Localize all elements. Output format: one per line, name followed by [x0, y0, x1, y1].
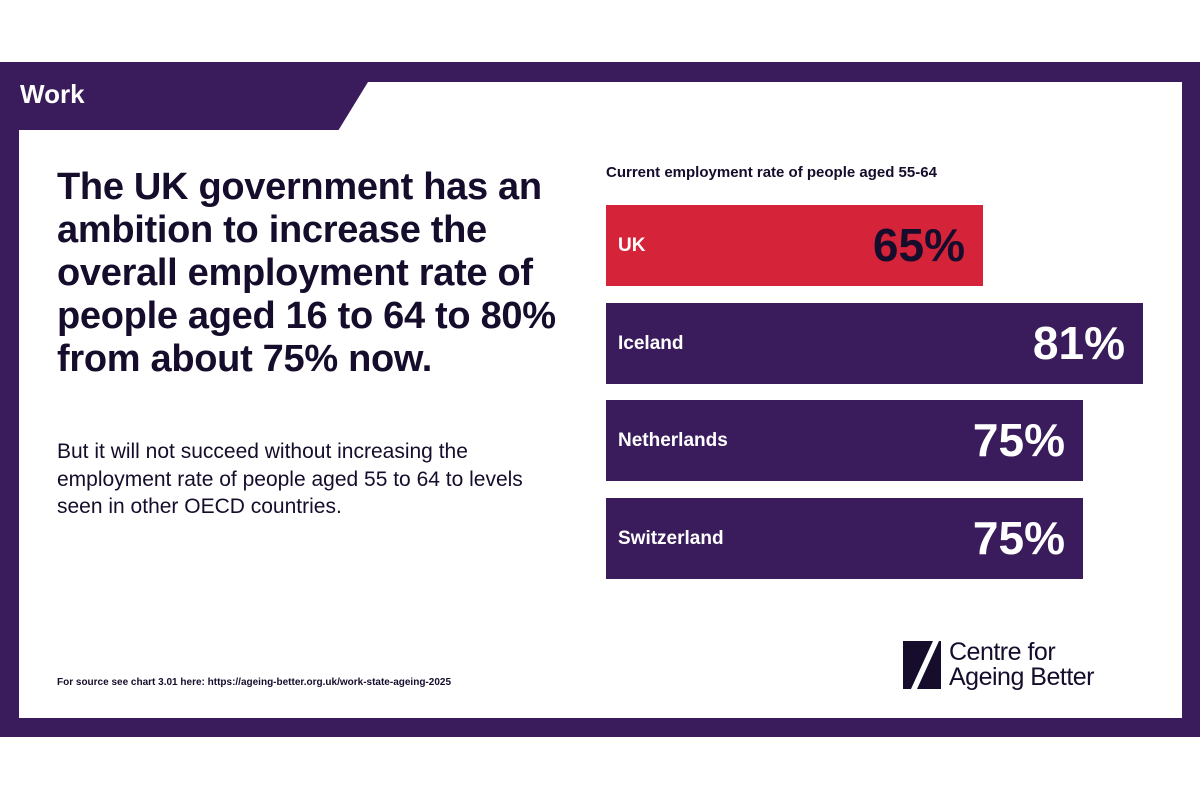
bar-value-label: 75% — [972, 511, 1065, 564]
source-note: For source see chart 3.01 here: https://… — [57, 677, 451, 688]
headline: The UK government has an ambition to inc… — [57, 166, 556, 380]
bar-value-label: 75% — [972, 414, 1065, 466]
bar-category-label: Switzerland — [618, 527, 724, 549]
logo-text-line1: Centre for — [949, 638, 1056, 666]
bar-category-label: Iceland — [618, 332, 684, 354]
chart-title: Current employment rate of people aged 5… — [606, 164, 937, 181]
bar-switzerland: Switzerland 75% — [606, 497, 1083, 579]
bar-value-label: 81% — [1032, 316, 1125, 369]
logo: Centre for Ageing Better — [903, 638, 1095, 691]
bar-uk: UK 65% — [606, 205, 983, 286]
bar-value-label: 65% — [872, 219, 965, 271]
bar-iceland: Iceland 81% — [606, 302, 1143, 384]
section-tab-label: Work — [20, 79, 85, 109]
bar-netherlands: Netherlands 75% — [606, 400, 1083, 481]
bar-category-label: Netherlands — [618, 430, 728, 451]
bar-category-label: UK — [618, 235, 646, 256]
logo-mark-icon — [903, 641, 941, 689]
section-tab — [0, 82, 368, 130]
body-text: But it will not succeed without increasi… — [57, 440, 523, 518]
logo-text-line2: Ageing Better — [949, 663, 1095, 691]
